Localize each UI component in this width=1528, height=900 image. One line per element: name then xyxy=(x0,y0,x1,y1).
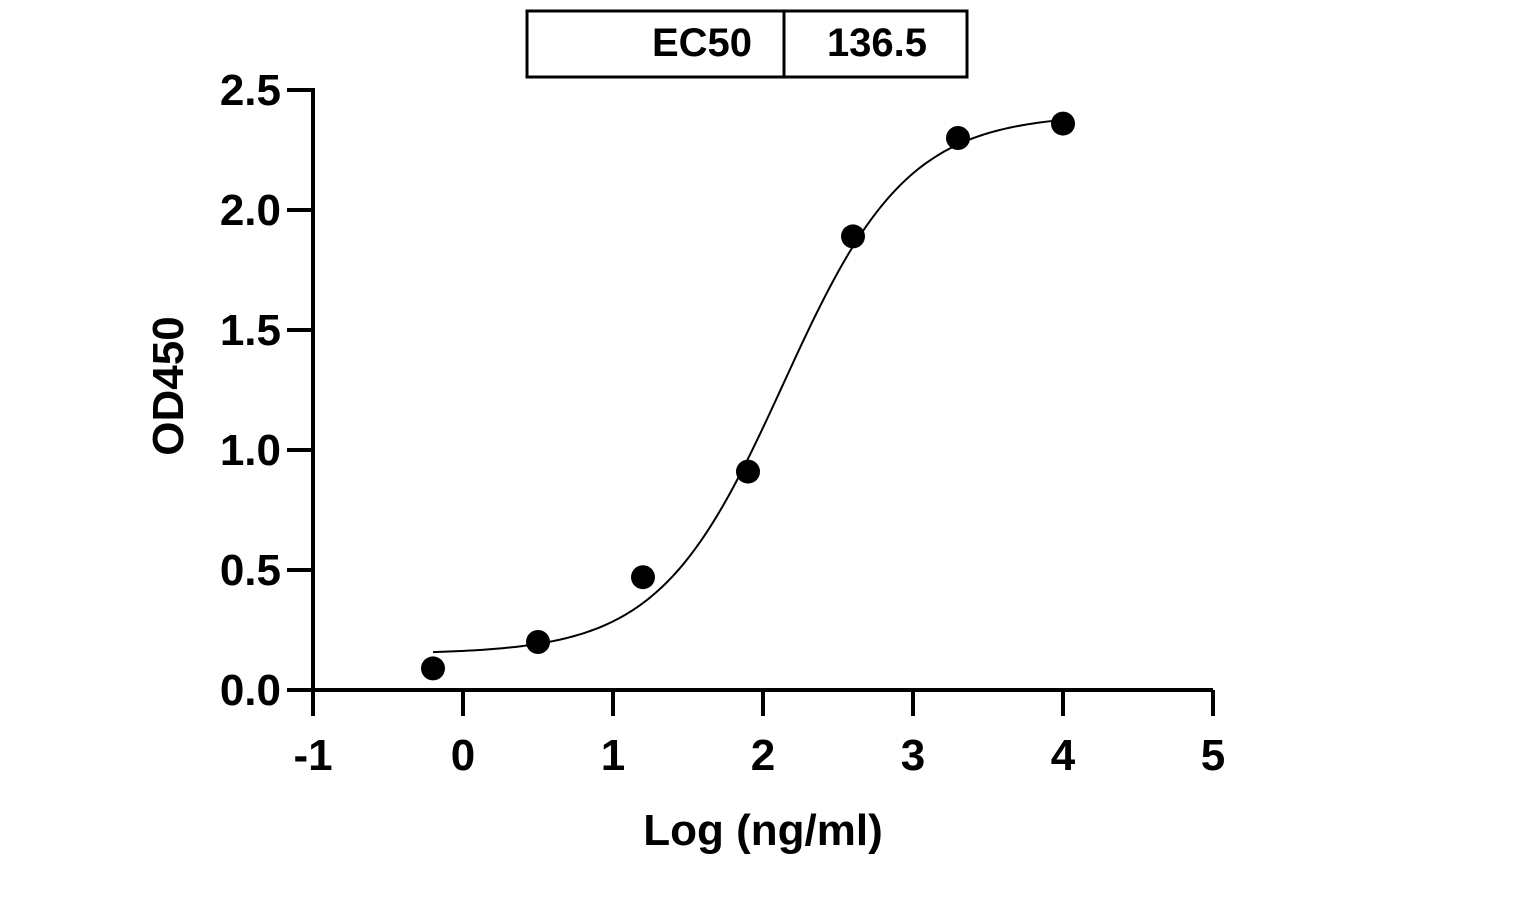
ec50-value: 136.5 xyxy=(827,21,927,65)
ec50-table: EC50 136.5 xyxy=(525,9,969,79)
data-points xyxy=(421,111,1075,681)
y-axis-title: OD450 xyxy=(144,316,193,455)
ec50-label: EC50 xyxy=(652,21,752,65)
y-tick-label: 2.5 xyxy=(220,66,281,115)
x-tick-label: 4 xyxy=(1051,731,1076,780)
data-point xyxy=(841,224,865,249)
data-point xyxy=(631,565,655,590)
data-point xyxy=(421,656,445,681)
y-tick-label: 0.0 xyxy=(220,666,281,715)
data-point xyxy=(526,630,550,654)
data-point xyxy=(946,126,970,150)
y-tick-label: 0.5 xyxy=(220,546,281,595)
x-tick-label: 2 xyxy=(751,731,775,780)
y-tick-label: 1.5 xyxy=(220,306,281,355)
x-axis: -1 0 1 2 3 4 5 xyxy=(287,688,1225,780)
data-point xyxy=(736,459,760,484)
x-tick-label: 1 xyxy=(601,731,625,780)
x-tick-label: 3 xyxy=(901,731,925,780)
x-axis-title: Log (ng/ml) xyxy=(643,806,883,855)
fit-curve xyxy=(432,118,1064,654)
x-tick-label: 5 xyxy=(1201,731,1225,780)
y-axis: 0.0 0.5 1.0 1.5 2.0 2.5 xyxy=(220,66,315,715)
data-point xyxy=(1051,111,1075,136)
y-tick-label: 1.0 xyxy=(220,426,281,475)
x-tick-label: -1 xyxy=(293,731,332,780)
y-tick-label: 2.0 xyxy=(220,186,281,235)
x-tick-label: 0 xyxy=(451,731,475,780)
ec50-table-border xyxy=(525,9,969,79)
